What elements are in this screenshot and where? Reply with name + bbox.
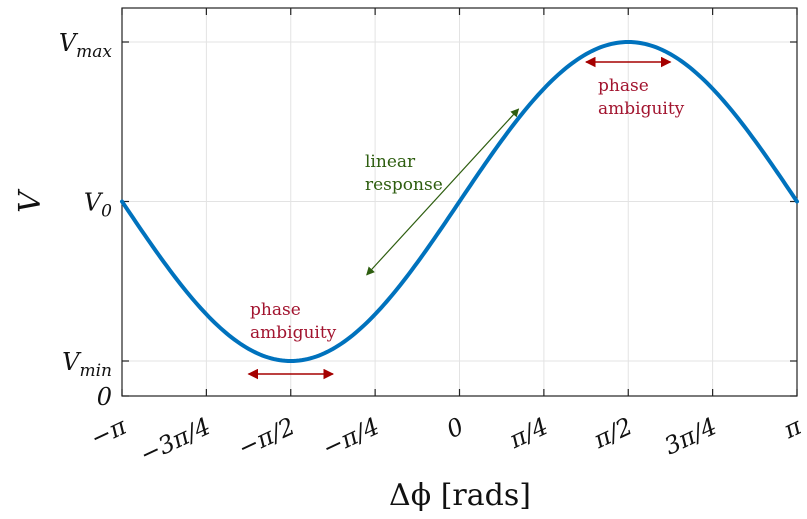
x-tick-label: π/4 xyxy=(504,412,552,454)
x-tick-label: −π/2 xyxy=(234,412,300,462)
x-tick-label: −π xyxy=(86,412,131,453)
x-tick-label: 0 xyxy=(442,412,468,444)
annotation-arrow xyxy=(366,108,520,276)
x-tick-label: −3π/4 xyxy=(136,412,215,469)
x-axis-label: Δϕ [rads] xyxy=(389,478,531,513)
x-tick-label: 3π/4 xyxy=(660,412,721,460)
x-tick-label: π/2 xyxy=(589,412,637,454)
annotation-text: phase ambiguity xyxy=(250,300,337,343)
y-tick-label: Vmin xyxy=(62,348,112,381)
y-tick-label: V0 xyxy=(84,189,112,222)
annotation-text: phase ambiguity xyxy=(598,76,685,119)
x-tick-label: −π/4 xyxy=(318,412,384,462)
x-tick-label: π xyxy=(778,412,806,445)
y-tick-label: 0 xyxy=(97,383,112,411)
y-tick-label: Vmax xyxy=(59,29,113,62)
y-axis-label: V xyxy=(13,188,48,213)
